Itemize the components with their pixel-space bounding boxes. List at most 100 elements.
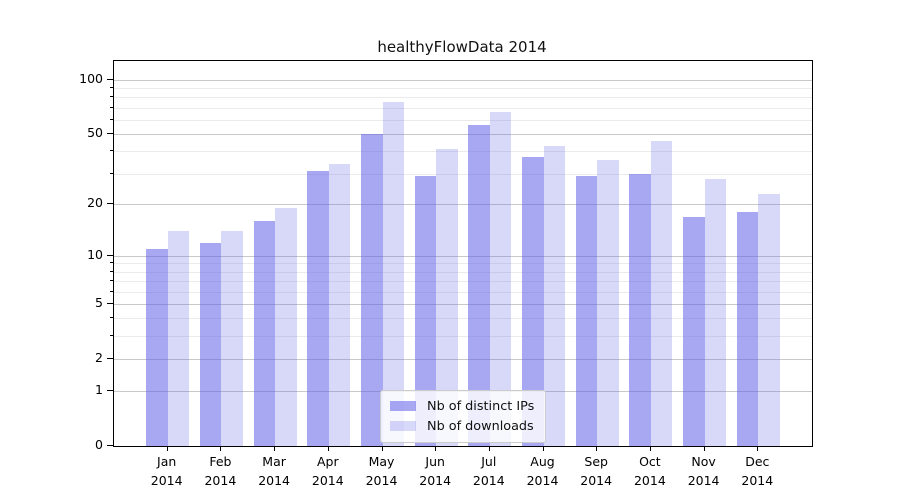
x-tick-mark-dec: [757, 446, 759, 451]
grid-line-y-9: [114, 263, 812, 265]
grid-line-y-40: [114, 151, 812, 153]
grid-line-y-90: [114, 88, 812, 90]
y-minor-tick-mark-7: [109, 280, 113, 281]
y-minor-tick-mark-8: [109, 270, 113, 272]
y-tick-label-50: 50: [87, 125, 103, 140]
grid-line-y-6: [114, 291, 812, 293]
x-tick-label-oct: Oct 2014: [633, 454, 666, 488]
bar-oct-distinct-ips: [629, 173, 651, 446]
legend-swatch-downloads: [390, 421, 416, 431]
y-minor-tick-mark-3: [109, 335, 113, 336]
y-minor-tick-mark-4: [109, 317, 113, 319]
x-tick-mark-mar: [274, 446, 276, 451]
bar-mar-distinct-ips: [253, 221, 276, 446]
bar-aug-downloads: [543, 145, 565, 446]
x-tick-mark-jun: [435, 446, 437, 451]
x-tick-label-aug: Aug 2014: [526, 454, 559, 488]
bar-mar-downloads: [275, 208, 297, 446]
bar-dec-distinct-ips: [736, 212, 759, 446]
x-tick-mark-sep: [596, 446, 598, 451]
grid-line-y-5: [114, 303, 812, 305]
grid-line-y-4: [114, 318, 812, 320]
bar-sep-downloads: [597, 159, 619, 446]
y-minor-tick-mark-9: [109, 262, 113, 264]
y-tick-mark-5: [107, 302, 113, 304]
grid-line-y-20: [114, 204, 812, 206]
x-tick-label-sep: Sep 2014: [580, 454, 613, 488]
legend: Nb of distinct IPs Nb of downloads: [380, 390, 546, 443]
x-tick-label-jun: Jun 2014: [419, 454, 452, 488]
bar-feb-downloads: [221, 231, 243, 446]
bar-jun-distinct-ips: [414, 176, 437, 446]
y-tick-label-0: 0: [95, 437, 103, 452]
y-tick-mark-100: [107, 78, 113, 80]
x-tick-mark-aug: [542, 446, 544, 451]
grid-line-y-70: [114, 107, 812, 109]
y-minor-tick-mark-30: [109, 172, 113, 174]
bar-nov-distinct-ips: [683, 216, 705, 446]
x-tick-mark-may: [381, 446, 383, 451]
x-tick-label-jan: Jan 2014: [150, 454, 183, 488]
bar-may-downloads: [382, 102, 404, 446]
y-minor-tick-mark-60: [109, 118, 113, 120]
x-tick-mark-feb: [220, 446, 222, 451]
bar-jan-downloads: [167, 231, 190, 446]
grid-line-y-30: [114, 173, 812, 175]
bar-jul-distinct-ips: [468, 125, 490, 446]
y-minor-tick-mark-40: [109, 150, 113, 152]
y-tick-mark-2: [107, 357, 113, 359]
bar-apr-downloads: [328, 163, 351, 446]
y-tick-mark-20: [107, 203, 113, 205]
x-tick-label-nov: Nov 2014: [687, 454, 720, 488]
bar-jun-downloads: [436, 149, 458, 446]
legend-label-distinct-ips: Nb of distinct IPs: [427, 398, 535, 414]
x-tick-label-jul: Jul 2014: [472, 454, 505, 488]
bar-aug-distinct-ips: [522, 157, 544, 446]
y-tick-mark-0: [107, 445, 113, 446]
legend-label-downloads: Nb of downloads: [427, 418, 534, 434]
y-tick-label-100: 100: [79, 70, 103, 86]
x-tick-mark-apr: [327, 446, 329, 451]
y-minor-tick-mark-6: [109, 290, 113, 292]
bar-feb-distinct-ips: [199, 242, 222, 446]
x-tick-label-dec: Dec 2014: [741, 454, 774, 488]
legend-item-downloads: Nb of downloads: [390, 416, 536, 436]
x-tick-label-feb: Feb 2014: [204, 454, 237, 488]
legend-swatch-distinct-ips: [390, 401, 416, 411]
grid-line-y-3: [114, 336, 812, 337]
y-tick-label-5: 5: [95, 294, 103, 310]
x-tick-mark-nov: [703, 446, 705, 451]
x-tick-mark-jul: [488, 446, 490, 451]
x-tick-label-may: May 2014: [365, 454, 398, 488]
y-minor-tick-mark-90: [109, 87, 113, 89]
bar-may-distinct-ips: [361, 134, 383, 446]
grid-line-y-10: [114, 255, 812, 257]
x-tick-label-apr: Apr 2014: [311, 454, 344, 488]
bar-apr-distinct-ips: [307, 171, 329, 446]
plot-area: [113, 60, 813, 447]
legend-item-distinct-ips: Nb of distinct IPs: [390, 396, 536, 416]
y-tick-mark-50: [107, 133, 113, 134]
x-tick-mark-oct: [649, 446, 651, 451]
y-tick-label-10: 10: [87, 246, 103, 262]
grid-line-y-2: [114, 358, 812, 360]
y-tick-mark-1: [107, 390, 113, 391]
grid-line-y-8: [114, 271, 812, 273]
grid-line-y-50: [114, 134, 812, 135]
grid-line-y-80: [114, 97, 812, 99]
y-tick-label-20: 20: [87, 195, 103, 211]
bar-nov-downloads: [704, 178, 727, 446]
chart-title: healthyFlowData 2014: [377, 38, 547, 56]
y-minor-tick-mark-70: [109, 106, 113, 108]
bar-dec-downloads: [758, 193, 780, 446]
bar-jul-downloads: [489, 112, 512, 446]
bar-sep-distinct-ips: [575, 176, 598, 446]
y-tick-label-1: 1: [95, 382, 103, 397]
grid-line-y-60: [114, 119, 812, 121]
x-tick-label-mar: Mar 2014: [258, 454, 290, 488]
y-minor-tick-mark-80: [109, 96, 113, 98]
y-tick-mark-10: [107, 254, 113, 256]
bar-oct-downloads: [650, 140, 673, 446]
y-tick-label-2: 2: [95, 349, 103, 365]
